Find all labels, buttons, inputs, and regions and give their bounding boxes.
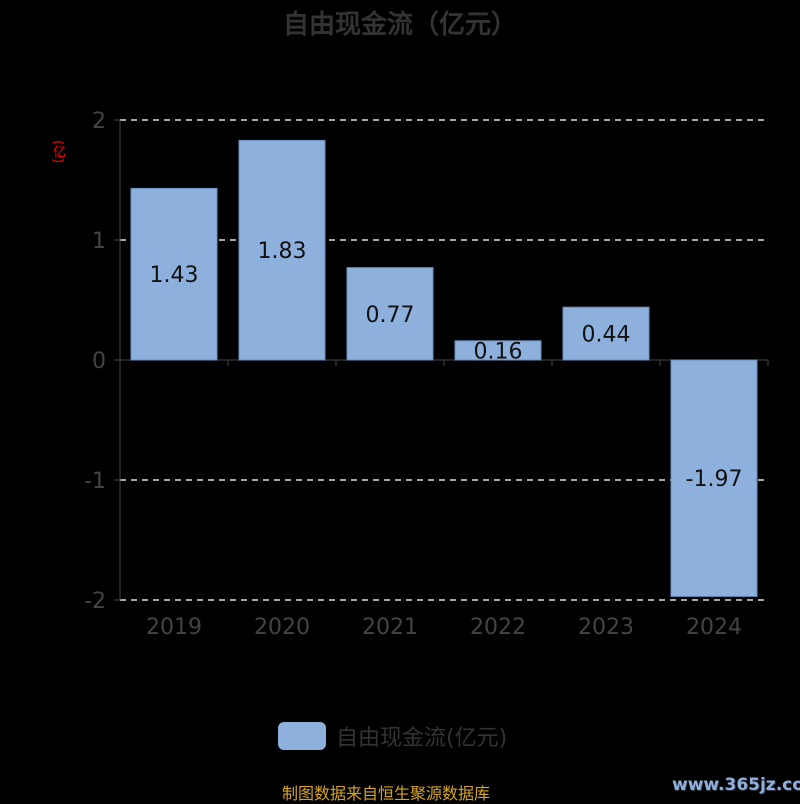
data-label: 0.16 (474, 339, 523, 364)
source-note: 制图数据来自恒生聚源数据库 (282, 784, 491, 803)
y-axis-label: (亿) (50, 140, 65, 164)
x-tick-label: 2023 (578, 615, 634, 640)
x-tick-label: 2019 (146, 615, 202, 640)
bar (562, 306, 650, 361)
data-label: -1.97 (686, 467, 743, 492)
bar (346, 267, 434, 361)
bar (238, 139, 326, 361)
bar (454, 340, 542, 361)
x-tick-label: 2024 (686, 615, 742, 640)
bar (670, 359, 758, 597)
y-tick-label: -1 (84, 469, 106, 494)
y-tick-label: 1 (92, 229, 106, 254)
data-label: 1.83 (258, 239, 307, 264)
data-label: 0.44 (582, 323, 631, 348)
x-tick-label: 2021 (362, 615, 418, 640)
y-tick-label: -2 (84, 589, 106, 614)
watermark: www.365jz.com (672, 775, 800, 795)
bar (130, 187, 218, 361)
x-tick-label: 2020 (254, 615, 310, 640)
y-tick-label: 0 (92, 349, 106, 374)
legend-swatch (278, 722, 326, 750)
x-tick-label: 2022 (470, 615, 526, 640)
legend-label: 自由现金流(亿元) (336, 726, 508, 751)
data-label: 1.43 (150, 263, 199, 288)
y-tick-label: 2 (92, 109, 106, 134)
data-label: 0.77 (366, 303, 415, 328)
legend[interactable]: 自由现金流(亿元) (278, 720, 507, 752)
chart-title: 自由现金流（亿元） (282, 10, 517, 40)
